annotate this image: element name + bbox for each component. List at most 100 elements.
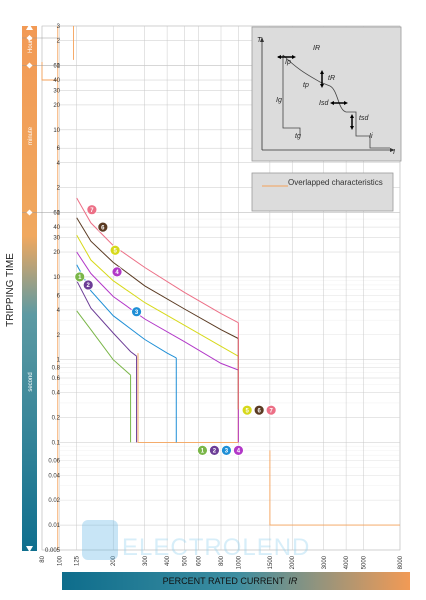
x-tick-label: 8000 (398, 555, 404, 569)
envelope-low-inst (137, 353, 239, 443)
x-tick-label: 600 (197, 555, 203, 566)
y-tick-label: 6 (57, 293, 61, 299)
inset-label: tsd (359, 115, 369, 122)
marker-high-6-label: 6 (257, 408, 261, 414)
y-tick-labels: 32160403020106421604030201064210.80.60.4… (22, 24, 61, 554)
y-tick-label: 60 (53, 211, 60, 217)
band-diamond (26, 35, 33, 41)
y-tick-label: 10 (53, 128, 60, 134)
curve-6 (76, 217, 239, 339)
inset-label: Isd (319, 100, 329, 107)
marker-3 (131, 306, 142, 318)
band-diamond (26, 209, 33, 216)
y-tick-label: 1 (57, 358, 61, 364)
marker-low-1-label: 1 (201, 449, 205, 455)
y-tick-label: 6 (57, 146, 61, 152)
y-tick-label: 10 (53, 275, 60, 281)
x-tick-label: 125 (75, 555, 81, 566)
inset-label: tp (303, 82, 309, 89)
marker-5 (109, 244, 121, 256)
x-tick-label: 80 (40, 555, 46, 562)
marker-1 (74, 271, 86, 283)
inset-label: tg (295, 133, 301, 140)
y-tick-label: 60 (53, 63, 60, 69)
y-tick-label: 0.06 (48, 459, 60, 465)
band-label-minute: minute (28, 126, 34, 145)
inset-label: I (393, 149, 395, 156)
inset-label: T (257, 37, 262, 44)
y-tick-label: 30 (53, 88, 60, 94)
marker-6-label: 6 (101, 225, 105, 231)
marker-1-label: 1 (78, 275, 82, 281)
y-tick-label: 0.4 (52, 391, 61, 397)
marker-low-1 (197, 444, 208, 456)
y-tick-label: 0.2 (52, 415, 61, 421)
x-tick-label: 200 (111, 555, 117, 566)
marker-5-label: 5 (113, 249, 117, 255)
marker-low-2 (209, 444, 220, 456)
inset-label: tR (328, 75, 335, 82)
x-tick-label: 300 (143, 555, 149, 566)
x-label-bar (62, 572, 410, 590)
y-tick-label: 0.8 (52, 366, 61, 372)
x-tick-label: 400 (165, 555, 171, 566)
y-tick-label: 2 (57, 333, 61, 339)
y-tick-label: 0.005 (45, 548, 61, 554)
y-tick-label: 3 (57, 24, 61, 30)
band-label-hours: Hours (28, 37, 34, 53)
y-tick-label: 2 (57, 186, 61, 192)
curve-7 (76, 197, 239, 324)
y-tick-label: 0.1 (52, 440, 61, 446)
marker-4-label: 4 (115, 270, 119, 276)
x-tick-label: 3000 (322, 555, 328, 569)
curve-2 (76, 280, 137, 357)
x-axis-title: PERCENT RATED CURRENT IR (163, 576, 298, 586)
y-tick-label: 4 (57, 161, 61, 167)
y-tick-label: 20 (53, 250, 60, 256)
marker-6 (97, 221, 109, 233)
y-tick-label: 20 (53, 103, 60, 109)
x-tick-label: 5000 (361, 555, 367, 569)
inset-diagram: T I IR tR Ip tp Ig tg Isd tsd Ii (251, 26, 402, 162)
y-axis-title: TRIPPING TIME (5, 253, 16, 327)
marker-7-label: 7 (90, 208, 94, 214)
band-label-second: second (28, 372, 34, 391)
y-tick-label: 0.04 (48, 473, 60, 479)
y-tick-label: 40 (53, 78, 60, 84)
marker-4 (111, 266, 123, 278)
marker-low-3 (221, 444, 232, 456)
marker-low-2-label: 2 (213, 449, 217, 455)
band-arrow-up (26, 24, 33, 30)
inset-label: Ig (276, 97, 282, 104)
curve-1 (76, 310, 131, 376)
x-tick-label: 1500 (268, 555, 274, 569)
marker-2-label: 2 (87, 283, 91, 289)
x-tick-label: 100 (57, 555, 63, 566)
band-diamond (26, 62, 33, 69)
inset-label: IR (313, 45, 320, 52)
y-tick-label: 4 (57, 308, 61, 314)
envelope-high-inst (269, 450, 400, 526)
y-tick-label: 0.6 (52, 376, 61, 382)
envelope-left-step (41, 62, 58, 81)
y-tick-label: 2 (57, 39, 61, 45)
marker-high-6 (253, 404, 265, 416)
marker-low-3-label: 3 (225, 449, 229, 455)
x-tick-label: 2000 (290, 555, 296, 569)
svg-text:ELECTROLEND: ELECTROLEND (122, 534, 310, 561)
marker-low-4 (233, 444, 244, 456)
legend-text: Overlapped characteristics (288, 178, 383, 187)
inset-label: Ip (285, 59, 291, 66)
y-tick-label: 0.02 (48, 498, 60, 504)
band-arrow-down (26, 546, 33, 552)
marker-high-7 (265, 404, 277, 416)
watermark: ELECTROLEND (82, 520, 310, 561)
y-tick-label: 0.01 (48, 523, 60, 529)
y-tick-label: 1 (57, 211, 61, 217)
x-tick-label: 800 (219, 555, 225, 566)
inset-label: Ii (369, 133, 373, 140)
curve-5 (76, 234, 239, 357)
y-tick-label: 40 (53, 225, 60, 231)
